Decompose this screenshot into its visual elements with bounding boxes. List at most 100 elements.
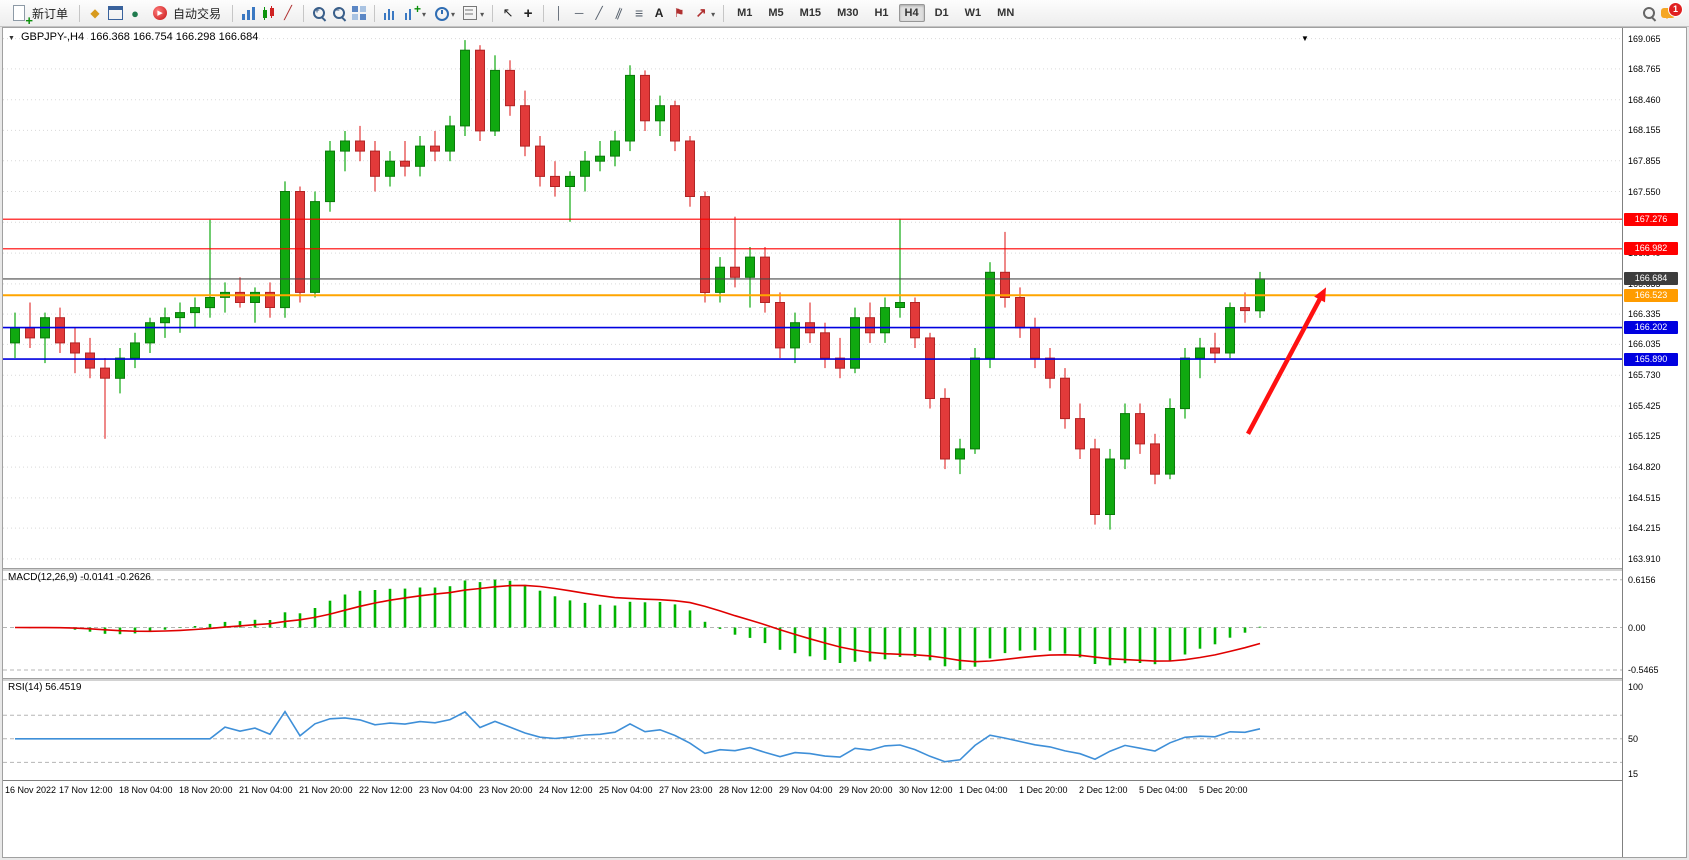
price-tick: 169.065: [1628, 33, 1661, 44]
dropdown-caret-icon: [421, 4, 426, 22]
time-axis[interactable]: 16 Nov 2022 17 Nov 12:00 18 Nov 04:00 18 No…: [3, 780, 1623, 801]
arrows-button[interactable]: [690, 2, 717, 24]
rsi-label: RSI(14) 56.4519: [8, 682, 82, 693]
timeframe-m15[interactable]: M15: [794, 4, 827, 22]
candlestick-chart[interactable]: [3, 28, 1622, 568]
zoom-in-icon[interactable]: +: [310, 4, 328, 22]
price-tick: 164.215: [1628, 523, 1661, 534]
time-label: 2 Dec 12:00: [1079, 785, 1128, 795]
chart-shift-marker[interactable]: [1301, 28, 1309, 46]
toolbar-separator: [232, 4, 234, 22]
line-chart-icon[interactable]: [279, 4, 297, 22]
time-label: 29 Nov 04:00: [779, 785, 833, 795]
timeframe-mn[interactable]: MN: [991, 4, 1020, 22]
indicators-icon[interactable]: [381, 4, 400, 22]
toolbar-separator: [303, 4, 305, 22]
toolbar-separator: [374, 4, 376, 22]
profiles-window-icon: [107, 6, 123, 20]
time-label: 18 Nov 04:00: [119, 785, 173, 795]
crosshair-icon[interactable]: [519, 4, 537, 22]
zoom-out-icon[interactable]: −: [330, 4, 348, 22]
text-icon[interactable]: [650, 4, 668, 22]
time-label: 5 Dec 20:00: [1199, 785, 1248, 795]
rsi-scale-tick: 15: [1628, 769, 1639, 779]
auto-trading-button[interactable]: 自动交易: [146, 2, 226, 24]
macd-label: MACD(12,26,9) -0.0141 -0.2626: [8, 572, 151, 583]
search-icon[interactable]: [1640, 4, 1658, 22]
vertical-line-icon[interactable]: [550, 4, 568, 22]
timeframe-m30[interactable]: M30: [831, 4, 864, 22]
clock-icon: [432, 4, 450, 22]
rsi-panel[interactable]: RSI(14) 56.4519: [3, 680, 1623, 780]
price-tick: 168.155: [1628, 125, 1661, 136]
chart-plot-area: GBPJPY-,H4 166.368 166.754 166.298 166.6…: [3, 28, 1623, 857]
toolbar-separator: [79, 4, 81, 22]
toolbar-separator: [492, 4, 494, 22]
timeframe-h1[interactable]: H1: [868, 4, 894, 22]
candlestick-chart-icon[interactable]: [259, 4, 278, 22]
notification-badge: 1: [1668, 2, 1683, 17]
one-click-trading-toggle[interactable]: [8, 31, 15, 43]
time-label: 1 Dec 20:00: [1019, 785, 1068, 795]
macd-scale-tick: 0.6156: [1628, 574, 1656, 585]
price-tick: 164.820: [1628, 462, 1661, 473]
horizontal-line-icon[interactable]: [570, 4, 588, 22]
bar-chart-icon[interactable]: [239, 4, 258, 22]
profiles-icon[interactable]: [106, 4, 124, 22]
pane-divider[interactable]: [3, 678, 1686, 681]
toolbar-separator: [723, 4, 725, 22]
new-order-icon: [13, 5, 25, 21]
dropdown-caret-icon: [479, 4, 484, 22]
timeframe-m1[interactable]: M1: [731, 4, 758, 22]
label-icon[interactable]: [670, 4, 688, 22]
price-tick: 163.910: [1628, 553, 1661, 564]
time-label: 22 Nov 12:00: [359, 785, 413, 795]
trendline-icon[interactable]: [590, 4, 608, 22]
time-label: 28 Nov 12:00: [719, 785, 773, 795]
time-label: 30 Nov 12:00: [899, 785, 953, 795]
time-label: 23 Nov 04:00: [419, 785, 473, 795]
time-label: 24 Nov 12:00: [539, 785, 593, 795]
time-label: 21 Nov 04:00: [239, 785, 293, 795]
timeframe-d1[interactable]: D1: [929, 4, 955, 22]
macd-scale-tick: -0.5465: [1628, 665, 1659, 675]
auto-trading-icon: [153, 6, 168, 20]
template-icon: [461, 4, 479, 22]
cursor-icon[interactable]: [499, 4, 517, 22]
time-label: 16 Nov 2022: [5, 785, 57, 795]
tile-windows-icon[interactable]: [350, 4, 369, 22]
chart-header: GBPJPY-,H4 166.368 166.754 166.298 166.6…: [8, 31, 258, 43]
timeframe-w1[interactable]: W1: [959, 4, 988, 22]
time-label: 23 Nov 20:00: [479, 785, 533, 795]
time-label: 21 Nov 20:00: [299, 785, 353, 795]
price-tick: 165.125: [1628, 431, 1661, 442]
channel-icon[interactable]: [610, 4, 628, 22]
chat-icon[interactable]: 1: [1660, 2, 1683, 22]
pane-divider[interactable]: [3, 568, 1686, 571]
time-label: 17 Nov 12:00: [59, 785, 113, 795]
time-label: 5 Dec 04:00: [1139, 785, 1188, 795]
price-tick: 166.035: [1628, 339, 1661, 350]
ohlc-values: 166.368 166.754 166.298 166.684: [90, 31, 259, 43]
add-indicator-icon: [403, 2, 421, 22]
dropdown-caret-icon: [450, 4, 455, 22]
rsi-scale-tick: 50: [1628, 733, 1639, 744]
auto-trading-label: 自动交易: [173, 6, 222, 21]
wizard-icon[interactable]: [86, 4, 104, 22]
alerts-icon[interactable]: [126, 4, 144, 22]
price-level-badge: 166.684: [1624, 272, 1678, 286]
arrow-tool-icon: [692, 4, 710, 22]
new-order-button[interactable]: 新订单: [5, 2, 73, 24]
timeframe-m5[interactable]: M5: [762, 4, 789, 22]
rsi-scale-tick: 100: [1628, 682, 1644, 692]
price-tick: 168.460: [1628, 94, 1661, 105]
macd-panel[interactable]: MACD(12,26,9) -0.0141 -0.2626: [3, 570, 1623, 678]
price-pane[interactable]: GBPJPY-,H4 166.368 166.754 166.298 166.6…: [3, 28, 1623, 568]
price-axis[interactable]: 169.065 168.765 168.460 168.155 167.855 167.5…: [1622, 28, 1686, 857]
timeframe-h4[interactable]: H4: [898, 4, 925, 22]
add-indicator-button[interactable]: [401, 2, 428, 24]
toolbar-separator: [543, 4, 545, 22]
templates-button[interactable]: [459, 2, 486, 24]
time-label: 27 Nov 23:00: [659, 785, 713, 795]
fibonacci-icon[interactable]: [630, 4, 648, 22]
